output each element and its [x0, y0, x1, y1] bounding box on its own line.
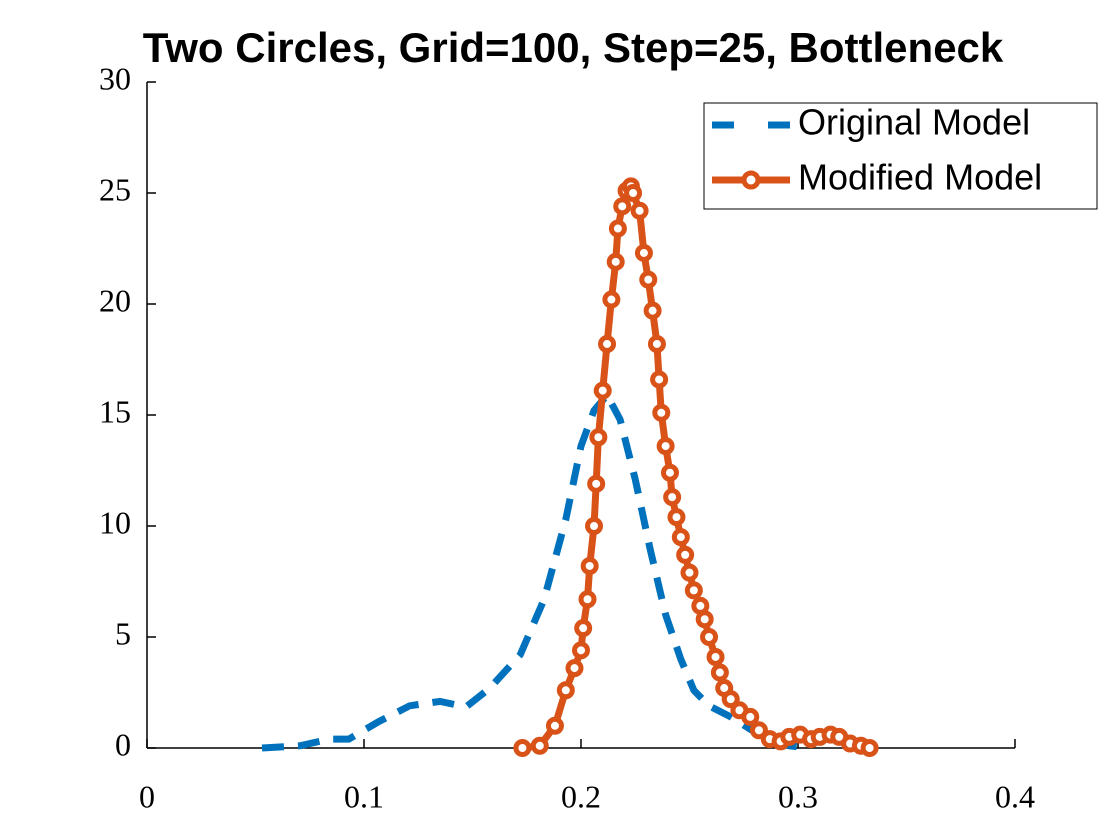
legend: Original Model Modified Model — [703, 102, 1098, 210]
marker — [667, 508, 686, 527]
x-tick-label: 0.2 — [561, 778, 601, 814]
marker — [513, 739, 532, 757]
marker — [749, 721, 768, 740]
marker — [530, 736, 549, 755]
marker — [587, 474, 606, 493]
y-tick-label: 5 — [115, 615, 131, 651]
marker — [608, 219, 627, 238]
marker — [643, 301, 662, 320]
x-tick-label: 0.3 — [778, 778, 818, 814]
marker — [647, 334, 666, 353]
marker — [565, 659, 584, 678]
marker — [574, 619, 593, 638]
marker — [634, 243, 653, 262]
y-tick-label: 10 — [99, 504, 131, 540]
marker — [624, 184, 643, 202]
marker — [663, 488, 682, 507]
marker — [656, 437, 675, 456]
marker — [606, 252, 625, 271]
marker — [602, 290, 621, 309]
legend-marker — [741, 170, 761, 190]
y-tick-label: 30 — [99, 60, 131, 96]
marker — [598, 334, 617, 353]
legend-box — [703, 102, 1098, 210]
chart-title: Two Circles, Grid=100, Step=25, Bottlene… — [143, 24, 1004, 71]
y-tick-label: 15 — [99, 393, 131, 429]
marker — [710, 663, 729, 682]
marker — [585, 517, 604, 535]
marker — [556, 681, 575, 700]
marker — [580, 556, 599, 575]
marker — [613, 197, 632, 216]
y-tick-label: 20 — [99, 282, 131, 318]
x-tick-label: 0.1 — [344, 778, 384, 814]
y-tick-label: 25 — [99, 171, 131, 207]
x-tick-label: 0.4 — [995, 778, 1035, 814]
marker — [630, 201, 649, 220]
marker — [652, 403, 671, 422]
marker — [741, 707, 760, 726]
marker — [680, 563, 699, 582]
marker — [650, 370, 669, 389]
x-tick-label: 0 — [139, 778, 155, 814]
marker — [545, 716, 564, 735]
marker — [578, 590, 597, 609]
marker — [721, 690, 740, 709]
marker — [593, 381, 612, 400]
marker — [695, 610, 714, 629]
marker — [700, 628, 719, 646]
marker — [706, 647, 725, 666]
marker — [676, 545, 695, 564]
series-line — [261, 388, 810, 752]
marker — [671, 528, 690, 547]
y-tick-label: 0 — [115, 726, 131, 762]
marker — [660, 463, 679, 482]
marker — [589, 428, 608, 447]
marker — [860, 739, 879, 757]
marker — [639, 270, 658, 289]
legend-label: Modified Model — [798, 157, 1042, 198]
legend-label: Original Model — [798, 102, 1030, 143]
marker — [684, 581, 703, 600]
marker — [572, 641, 590, 660]
